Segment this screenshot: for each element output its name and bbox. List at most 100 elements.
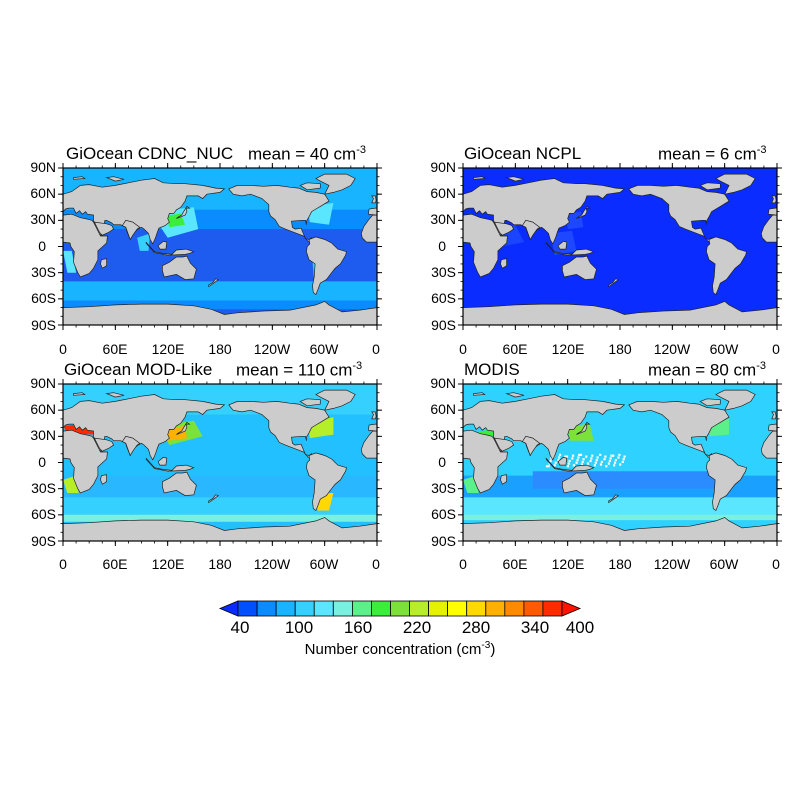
- lat-tick-label: 60S: [31, 506, 56, 522]
- land-arabia: [93, 221, 115, 236]
- colorbar-swatch: [523, 600, 544, 617]
- land-arctic_isl: [505, 392, 525, 398]
- colorbar-label: 280: [461, 618, 491, 637]
- land-africa_w: [360, 214, 377, 243]
- lon-tick-label: 180: [208, 556, 232, 572]
- lat-tick-label: 30S: [31, 480, 56, 496]
- land-madagascar: [100, 474, 107, 485]
- colorbar-swatch: [504, 600, 525, 617]
- land-madagascar: [500, 474, 507, 485]
- land-baffin: [299, 182, 321, 191]
- land-madagascar: [100, 258, 107, 269]
- colorbar-swatch: [542, 600, 563, 617]
- map-panel-2: [458, 163, 782, 330]
- land-japan: [176, 421, 191, 435]
- land-namerica: [228, 401, 330, 458]
- colorbar-under-arrow: [218, 600, 239, 617]
- land-greenland: [715, 389, 756, 411]
- lat-tick-label: 90N: [30, 159, 56, 175]
- land-australia: [162, 255, 197, 280]
- colorbar-swatch: [370, 600, 391, 617]
- land-uk: [771, 411, 777, 420]
- land-arctic_isl: [505, 176, 525, 182]
- land-africa: [463, 213, 508, 278]
- lon-tick-label: 120W: [653, 341, 691, 357]
- lon-tick-label: 0: [59, 341, 67, 357]
- lon-tick-label: 180: [608, 341, 632, 357]
- lon-tick-label: 120E: [151, 556, 185, 572]
- colorbar-title: Number concentration (cm-3): [304, 640, 496, 658]
- land-iberia: [367, 423, 377, 432]
- land-borneo: [557, 240, 568, 250]
- panel-mean-cdnc-nuc: mean = 40 cm-3: [248, 144, 366, 164]
- lat-tick-label: 90S: [431, 317, 456, 333]
- lat-tick-label: 30N: [430, 211, 456, 227]
- land-eurasia: [463, 178, 626, 245]
- land-baffin: [299, 398, 321, 407]
- land-borneo: [157, 240, 168, 250]
- lat-tick-label: 60N: [30, 401, 56, 417]
- land-arabia: [93, 437, 115, 452]
- lon-tick-label: 120W: [653, 556, 691, 572]
- land-india: [121, 435, 141, 457]
- colorbar-over-arrow: [561, 600, 582, 617]
- land-antarctica: [63, 517, 377, 541]
- lat-tick-label: 90N: [30, 375, 56, 391]
- land-arabia: [493, 221, 515, 236]
- colorbar-swatch: [390, 600, 411, 617]
- land-samerica: [306, 236, 347, 296]
- lat-tick-label: 30N: [430, 427, 456, 443]
- colorbar-label: 220: [402, 618, 432, 637]
- colorbar-swatch: [237, 600, 258, 617]
- land-madagascar: [500, 258, 507, 269]
- land-namerica: [628, 185, 730, 242]
- land-samerica: [706, 236, 747, 296]
- land-greenland: [715, 173, 756, 195]
- panel-title-mod-like: GiOcean MOD-Like: [64, 360, 213, 379]
- land-antarctica: [63, 300, 377, 325]
- land-newzealand: [208, 494, 220, 504]
- land-japan: [576, 421, 591, 435]
- land-indonesia: [545, 457, 595, 472]
- lat-tick-label: 30N: [30, 211, 56, 227]
- lon-tick-label: 0: [459, 341, 467, 357]
- lat-tick-label: 90N: [430, 159, 456, 175]
- lon-tick-label: 60W: [709, 341, 739, 357]
- land-baffin: [699, 398, 721, 407]
- land-africa_w: [760, 430, 777, 459]
- land-antarctica: [463, 300, 777, 325]
- lon-tick-label: 120W: [253, 341, 291, 357]
- lon-tick-label: 0: [772, 341, 780, 357]
- land-indonesia: [145, 457, 195, 472]
- lat-tick-label: 90S: [31, 533, 56, 549]
- lat-tick-label: 60N: [430, 401, 456, 417]
- lon-tick-label: 120E: [551, 556, 585, 572]
- colorbar: [218, 600, 582, 617]
- colorbar-swatch: [428, 600, 449, 617]
- lon-tick-label: 180: [608, 556, 632, 572]
- colorbar-swatch: [275, 600, 296, 617]
- land-japan: [576, 205, 591, 219]
- lon-tick-label: 120E: [551, 341, 585, 357]
- land-africa: [63, 429, 108, 494]
- colorbar-swatch: [351, 600, 372, 617]
- colorbar-label: 340: [520, 618, 550, 637]
- land-australia: [162, 471, 197, 496]
- colorbar-swatch: [294, 600, 315, 617]
- land-indonesia: [145, 241, 195, 256]
- panel-mean-ncpl: mean = 6 cm-3: [658, 144, 767, 164]
- colorbar-swatch: [485, 600, 506, 617]
- land-africa_w: [760, 214, 777, 243]
- lat-tick-label: 60S: [431, 506, 456, 522]
- colorbar-label: 160: [343, 618, 373, 637]
- lat-tick-label: 60N: [430, 185, 456, 201]
- lon-tick-label: 0: [459, 556, 467, 572]
- map-panel-1: [58, 163, 382, 330]
- lat-tick-label: 90S: [431, 533, 456, 549]
- lon-tick-label: 60E: [102, 556, 128, 572]
- land-antarctica: [463, 517, 777, 541]
- colorbar-swatch: [256, 600, 277, 617]
- land-svalbard: [73, 392, 86, 396]
- land-india: [521, 219, 541, 241]
- land-africa: [463, 429, 508, 494]
